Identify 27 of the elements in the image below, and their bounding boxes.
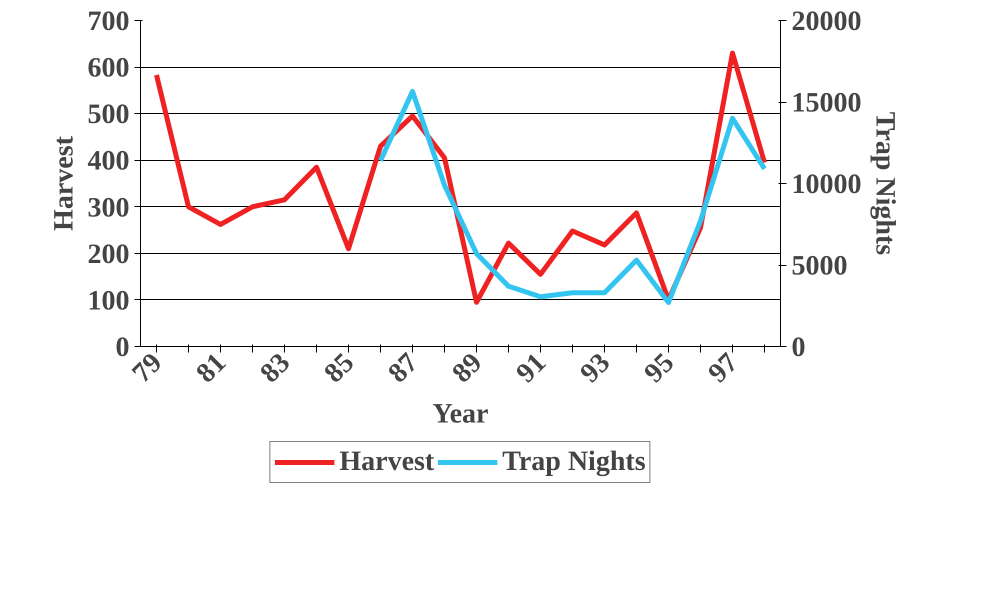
y2-tick-label: 5000: [792, 250, 848, 282]
y-tick-label: 0: [116, 332, 130, 363]
x-tick-label: 87: [382, 347, 424, 389]
y-tick-label: 100: [88, 285, 130, 316]
legend-label: Harvest: [339, 446, 434, 478]
x-tick-label: 93: [574, 347, 616, 389]
y2-tick-label: 0: [792, 332, 806, 363]
y-tick-label: 300: [88, 192, 130, 224]
x-tick-label: 81: [190, 347, 232, 389]
y-tick-label: 200: [88, 238, 130, 270]
x-tick-label: 91: [510, 347, 552, 389]
y2-axis-title: Trap Nights: [870, 112, 900, 256]
y-tick-label: 700: [88, 6, 130, 37]
x-axis-title: Year: [432, 398, 488, 430]
y-axis-title: Harvest: [48, 135, 80, 231]
x-tick-label: 89: [446, 347, 488, 389]
y-tick-label: 600: [88, 52, 130, 84]
y2-tick-label: 10000: [792, 169, 862, 200]
y2-tick-label: 20000: [792, 6, 862, 37]
x-tick-label: 85: [318, 347, 360, 389]
x-tick-label: 83: [254, 347, 296, 389]
y2-tick-label: 15000: [792, 88, 862, 118]
legend-label: Trap Nights: [502, 446, 646, 478]
x-tick-label: 97: [702, 347, 744, 389]
x-tick-label: 95: [638, 347, 680, 389]
y-tick-label: 500: [88, 99, 130, 130]
y-tick-label: 400: [88, 146, 130, 177]
